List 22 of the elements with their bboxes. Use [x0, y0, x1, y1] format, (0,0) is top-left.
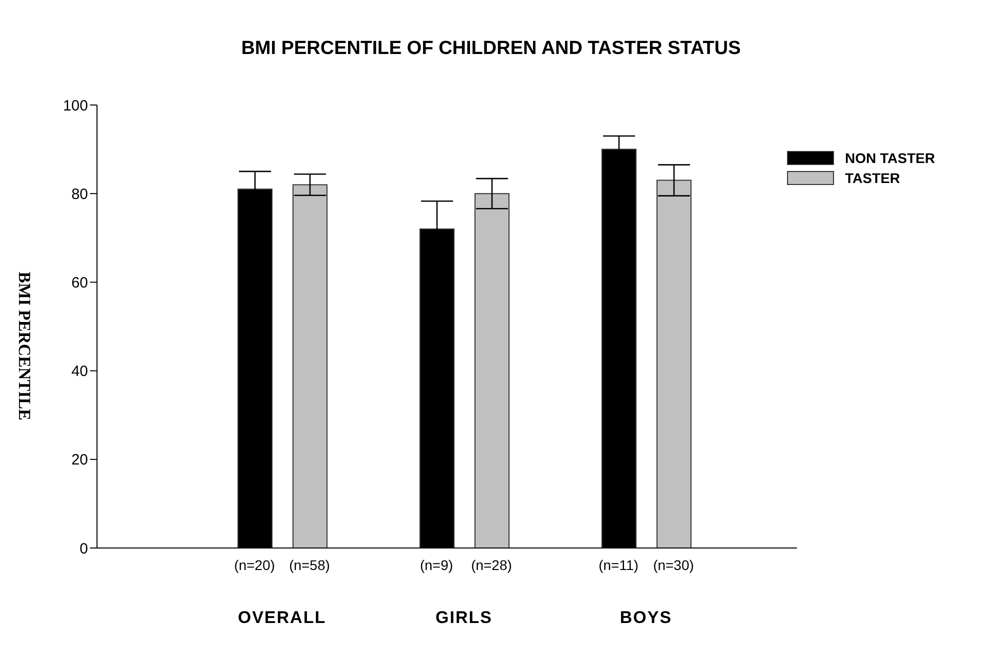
- bar: [292, 184, 328, 548]
- y-tick-label: 60: [71, 274, 88, 292]
- y-tick-label: 80: [71, 186, 88, 203]
- x-tick-label: GIRLS: [436, 608, 492, 627]
- text: (n=58): [289, 557, 330, 573]
- bar: [656, 180, 692, 548]
- text: (n=20): [234, 557, 275, 573]
- text: (n=30): [653, 557, 694, 573]
- x-tick-label: OVERALL: [238, 608, 326, 627]
- y-axis-title: BMI PERCENTILE: [15, 272, 34, 420]
- legend-label: NON TASTER: [845, 150, 935, 166]
- y-tick-label: 0: [80, 540, 88, 558]
- y-tick-label: 20: [71, 452, 88, 469]
- text: (n=11): [598, 557, 638, 573]
- text: (n=9): [420, 557, 454, 573]
- chart-title: BMI PERCENTILE OF CHILDREN AND TASTER STATUS: [240, 38, 742, 60]
- y-tick-label: 100: [62, 97, 88, 114]
- legend-label: TASTER: [845, 170, 900, 186]
- bar: [474, 193, 510, 548]
- x-tick-label: BOYS: [620, 608, 672, 627]
- text: (n=28): [471, 557, 512, 573]
- y-tick-label: 40: [71, 363, 88, 380]
